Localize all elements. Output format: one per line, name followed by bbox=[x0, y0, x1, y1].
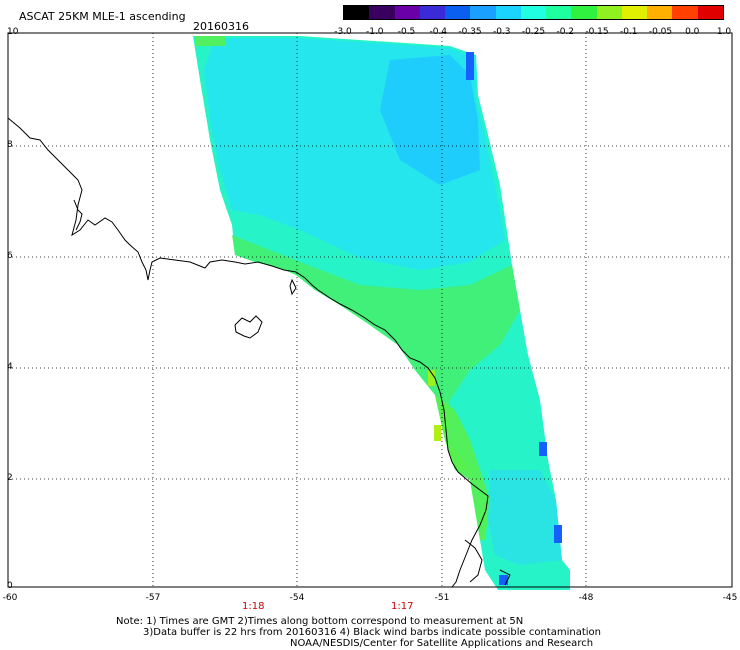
colorbar-swatch bbox=[394, 6, 420, 19]
grid-lines bbox=[8, 33, 732, 587]
colorbar-label: -0.1 bbox=[619, 27, 638, 37]
y-tick-label: 10 bbox=[7, 27, 19, 37]
colorbar-label: -0.35 bbox=[458, 27, 482, 37]
y-tick-label: 4 bbox=[7, 362, 13, 372]
colorbar-label: -0.2 bbox=[556, 27, 575, 37]
note-line-1: Note: 1) Times are GMT 2)Times along bot… bbox=[116, 616, 524, 627]
swath-lower-cyan bbox=[488, 470, 562, 565]
colorbar-swatch bbox=[621, 6, 648, 19]
swath-green-lower bbox=[435, 395, 490, 540]
x-tick-label: -60 bbox=[2, 593, 18, 603]
colorbar-label: -1.0 bbox=[365, 27, 384, 37]
note-line-3: NOAA/NESDIS/Center for Satellite Applica… bbox=[290, 638, 594, 649]
x-tick-label: -54 bbox=[289, 593, 305, 603]
colorbar-swatch bbox=[697, 6, 723, 19]
yellow-pixel bbox=[428, 370, 435, 386]
blue-pixel bbox=[499, 575, 508, 585]
x-tick-label: -45 bbox=[722, 593, 738, 603]
plot-frame bbox=[7, 32, 733, 588]
colorbar-swatch bbox=[571, 6, 597, 19]
colorbar-swatch bbox=[495, 6, 521, 19]
blue-pixel bbox=[554, 525, 562, 543]
blue-pixel bbox=[466, 52, 474, 80]
chart-date: 20160316 bbox=[193, 20, 249, 33]
colorbar-swatch bbox=[419, 6, 446, 19]
colorbar-swatch bbox=[445, 6, 471, 19]
colorbar-swatch bbox=[470, 6, 496, 19]
colorbar-label: 0.0 bbox=[685, 27, 700, 37]
colorbar-label: -0.4 bbox=[429, 27, 448, 37]
colorbar bbox=[343, 5, 724, 20]
colorbar-swatch bbox=[369, 6, 395, 19]
blue-pixel bbox=[539, 442, 547, 456]
green-pixel bbox=[195, 36, 225, 46]
colorbar-label: -3.0 bbox=[334, 27, 352, 37]
colorbar-swatch bbox=[546, 6, 572, 19]
colorbar-swatch bbox=[520, 6, 547, 19]
time-label: 1:18 bbox=[242, 601, 265, 612]
x-tick-label: -48 bbox=[578, 593, 594, 603]
colorbar-label: -0.5 bbox=[397, 27, 416, 37]
colorbar-swatch bbox=[672, 6, 698, 19]
swath-blue-core bbox=[380, 55, 480, 185]
yellow-pixel bbox=[434, 425, 441, 441]
time-label: 1:17 bbox=[391, 601, 414, 612]
note-line-2: 3)Data buffer is 22 hrs from 20160316 4)… bbox=[143, 627, 601, 638]
colorbar-label: -0.15 bbox=[585, 27, 609, 37]
colorbar-label: -0.05 bbox=[648, 27, 673, 37]
coastline bbox=[7, 117, 511, 588]
x-tick-label: -51 bbox=[434, 593, 450, 603]
y-tick-label: 6 bbox=[7, 251, 13, 261]
colorbar-label: -0.25 bbox=[521, 27, 546, 37]
y-tick-label: 8 bbox=[7, 140, 13, 150]
colorbar-label: 1.0 bbox=[716, 27, 732, 37]
colorbar-swatch bbox=[596, 6, 622, 19]
x-tick-label: -57 bbox=[145, 593, 161, 603]
colorbar-swatch bbox=[647, 6, 673, 19]
y-tick-label: 2 bbox=[7, 473, 13, 483]
colorbar-label: -0.3 bbox=[492, 27, 511, 37]
chart-title: ASCAT 25KM MLE-1 ascending bbox=[19, 10, 186, 23]
colorbar-swatch bbox=[344, 6, 370, 19]
y-tick-label: 0 bbox=[7, 581, 13, 591]
